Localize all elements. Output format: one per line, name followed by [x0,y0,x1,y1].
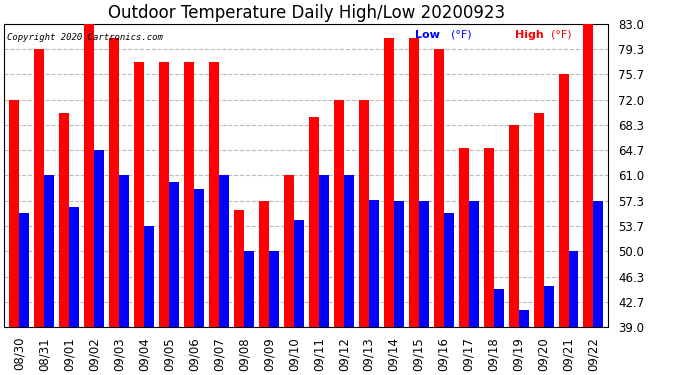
Bar [384,38,394,375]
Bar [259,201,269,375]
Bar [558,74,569,375]
Bar [493,289,504,375]
Bar [209,62,219,375]
Bar [294,220,304,375]
Bar [284,176,294,375]
Bar [569,251,578,375]
Bar [9,100,19,375]
Bar [319,176,329,375]
Bar [408,38,419,375]
Bar [184,62,194,375]
Bar [444,213,453,375]
Bar [484,148,493,375]
Bar [469,201,479,375]
Bar [584,24,593,375]
Bar [459,148,469,375]
Bar [69,207,79,375]
Bar [44,176,54,375]
Text: Copyright 2020 Cartronics.com: Copyright 2020 Cartronics.com [7,33,163,42]
Bar [334,100,344,375]
Bar [144,226,154,375]
Bar [169,182,179,375]
Bar [519,310,529,375]
Bar [19,213,29,375]
Bar [94,150,104,375]
Title: Outdoor Temperature Daily High/Low 20200923: Outdoor Temperature Daily High/Low 20200… [108,4,505,22]
Text: High: High [515,30,544,40]
Bar [509,125,519,375]
Bar [244,251,254,375]
Bar [59,113,69,375]
Bar [368,200,379,375]
Bar [219,176,229,375]
Bar [544,286,553,375]
Bar [159,62,169,375]
Text: (°F): (°F) [551,30,572,40]
Bar [309,117,319,375]
Text: Low: Low [415,30,440,40]
Bar [234,210,244,375]
Bar [394,201,404,375]
Bar [359,100,368,375]
Bar [434,49,444,375]
Bar [119,176,129,375]
Bar [344,176,354,375]
Bar [134,62,144,375]
Bar [109,38,119,375]
Bar [194,189,204,375]
Bar [593,201,604,375]
Text: (°F): (°F) [451,30,472,40]
Bar [419,201,428,375]
Bar [34,49,44,375]
Bar [84,24,94,375]
Bar [269,251,279,375]
Bar [533,113,544,375]
